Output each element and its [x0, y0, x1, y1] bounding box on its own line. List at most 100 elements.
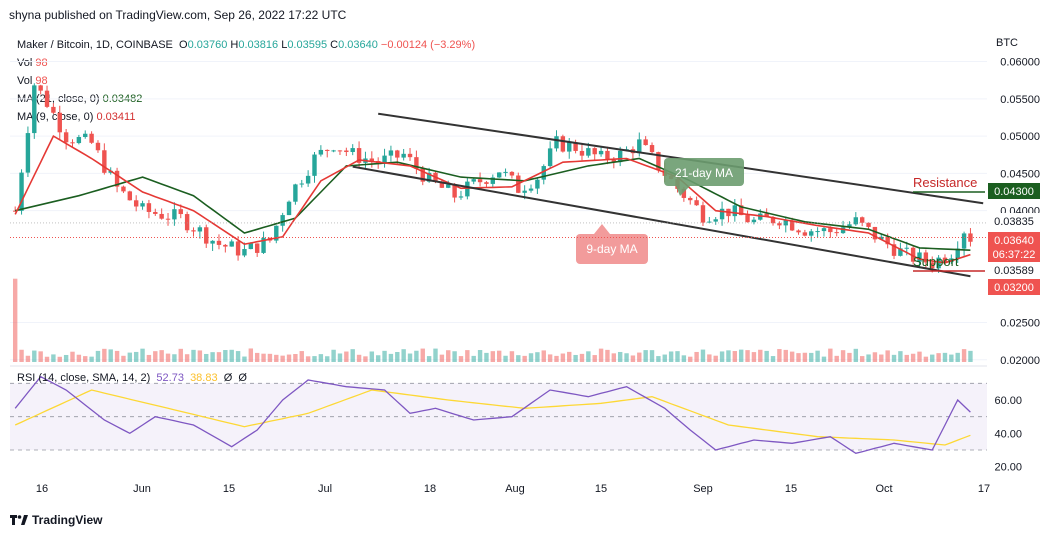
volume-bar: [713, 355, 718, 362]
candle-body: [961, 233, 967, 249]
candle-body: [83, 133, 88, 138]
volume-bar: [783, 349, 788, 362]
volume-bar: [375, 355, 381, 362]
y-tick-label: 0.02500: [1000, 317, 1040, 329]
volume-bar: [809, 352, 814, 362]
close-value: 0.03640: [338, 39, 378, 51]
candle-body: [923, 252, 929, 263]
volume-bar: [216, 352, 222, 362]
chart-legend: Maker / Bitcoin, 1D, COINBASE O0.03760 H…: [17, 36, 475, 126]
volume-bar: [280, 355, 285, 362]
high-value: 0.03816: [238, 39, 279, 51]
candle-body: [509, 171, 515, 176]
low-label: L: [281, 39, 288, 51]
candle-body: [910, 247, 916, 262]
volume-bar: [847, 352, 852, 362]
volume-bar: [496, 350, 502, 362]
candle-body: [605, 150, 610, 160]
candle-body: [286, 201, 292, 216]
volume-bar: [598, 348, 604, 362]
candle-body: [426, 172, 432, 182]
volume-bar: [930, 354, 935, 362]
candle-body: [280, 215, 285, 226]
brand-name: TradingView: [32, 513, 103, 527]
volume-bar: [19, 349, 24, 362]
symbol-name[interactable]: Maker / Bitcoin, 1D, COINBASE: [17, 39, 173, 51]
candle-body: [305, 175, 311, 184]
volume-bar: [44, 356, 50, 362]
volume-bar: [484, 352, 489, 362]
candle-body: [146, 203, 152, 212]
candle-body: [235, 241, 241, 256]
candle-body: [178, 209, 183, 215]
volume-bar: [554, 355, 559, 362]
vol-label: Vol: [17, 57, 33, 69]
volume-bar: [567, 351, 572, 362]
candle-body: [19, 172, 24, 211]
volume-bar: [821, 356, 827, 362]
candle-body: [172, 209, 177, 220]
volume-bar: [789, 351, 795, 362]
candle-body: [847, 224, 852, 228]
volume-bar: [859, 356, 865, 362]
vol-line-2[interactable]: Vol 98: [17, 72, 475, 90]
ma21-callout: 21-day MA: [664, 158, 744, 196]
volume-bar: [12, 278, 18, 362]
volume-bar: [248, 348, 254, 362]
tradingview-logo-icon: [10, 515, 28, 525]
candle-body: [165, 218, 171, 220]
volume-bar: [261, 353, 266, 362]
vol-line-1[interactable]: Vol 98: [17, 54, 475, 72]
volume-bar: [605, 349, 610, 362]
y-tick-label: 0.05500: [1000, 94, 1040, 106]
candle-body: [802, 232, 808, 236]
volume-bar: [662, 354, 667, 362]
candle-body: [229, 241, 234, 247]
candle-body: [439, 181, 445, 188]
rsi-line: [14, 375, 971, 454]
volume-bar: [910, 353, 916, 362]
candle-body: [356, 148, 362, 163]
candle-body: [611, 159, 617, 163]
volume-bar: [197, 350, 203, 362]
volume-bar: [274, 354, 279, 362]
volume-bar: [611, 353, 617, 362]
candle-body: [936, 257, 941, 269]
volume-bar: [363, 356, 368, 362]
volume-bar: [121, 355, 126, 362]
low-value: 0.03595: [287, 39, 328, 51]
candle-body: [866, 222, 871, 227]
volume-bar: [401, 349, 406, 362]
rsi-sma-value: 38.83: [190, 372, 218, 384]
candle-body: [210, 240, 215, 244]
price-label-box: [988, 262, 1040, 278]
volume-bar: [490, 351, 496, 362]
candle-body: [76, 137, 82, 144]
volume-bar: [465, 350, 470, 362]
currency-label: BTC: [996, 37, 1018, 49]
price-label-text: 0.04300: [994, 186, 1034, 198]
x-tick-label: Jun: [133, 483, 151, 495]
candle-body: [133, 200, 139, 207]
candle-body: [554, 136, 559, 149]
rsi-legend[interactable]: RSI (14, close, SMA, 14, 2) 52.73 38.83 …: [17, 372, 247, 384]
ma9-callout-box: [576, 234, 648, 264]
candle-body: [25, 133, 31, 173]
rsi-extra-1: Ø: [223, 372, 233, 384]
volume-bar: [949, 354, 954, 362]
volume-bar: [509, 351, 515, 362]
candle-body: [579, 150, 585, 156]
candle-body: [885, 236, 890, 245]
volume-bar: [617, 351, 623, 362]
candle-body: [503, 171, 508, 173]
volume-bar: [522, 355, 527, 362]
volume-bar: [70, 351, 75, 362]
volume-bar: [57, 356, 62, 362]
candle-body: [713, 219, 718, 222]
volume-bar: [165, 353, 171, 362]
tradingview-brand[interactable]: TradingView: [10, 513, 102, 527]
rsi-extra-2: Ø: [238, 372, 247, 384]
volume-bar: [541, 350, 546, 362]
volume-bar: [547, 354, 553, 362]
